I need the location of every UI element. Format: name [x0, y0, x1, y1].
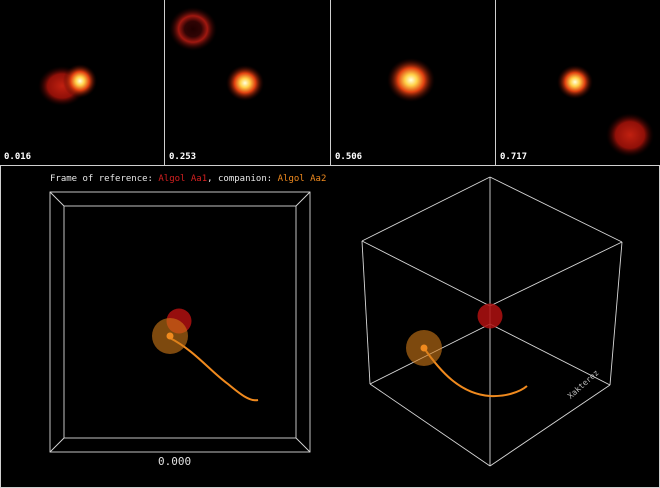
box-edge: [361, 176, 491, 242]
left-orbit-trail: [169, 337, 259, 402]
right-companion-core: [420, 344, 428, 352]
image-frame-3-canvas: [387, 58, 435, 102]
orbit-views: [49, 176, 623, 467]
companion-blob: [169, 7, 217, 51]
reference-caption: Frame of reference: Algol Aa1, companion…: [50, 174, 326, 184]
primary-blob: [63, 64, 97, 98]
box-edge: [295, 191, 311, 207]
time-readout: 0.000: [158, 455, 192, 468]
box-edge: [295, 437, 311, 453]
box-edge: [49, 437, 65, 453]
box-edge: [489, 176, 623, 243]
left-view-box: [49, 191, 311, 453]
caption-secondary-name: Algol Aa2: [277, 174, 327, 184]
phase-label: 0.016: [4, 152, 32, 162]
caption-prefix: Frame of reference:: [50, 174, 159, 184]
box-edge: [361, 240, 491, 307]
image-frame-4: 0.717: [496, 0, 660, 164]
box-inner-square: [63, 205, 297, 439]
right-primary-star: [477, 303, 503, 329]
caption-primary-name: Algol Aa1: [158, 174, 208, 184]
box-edge: [369, 383, 491, 467]
image-frame-1-canvas: [38, 64, 97, 106]
box-edge: [489, 323, 611, 386]
image-frame-2: 0.253: [165, 0, 328, 164]
box-edge: [49, 191, 65, 207]
right-view-box: [361, 176, 623, 467]
image-frame-4-canvas: [557, 65, 654, 157]
frame-divider: [495, 0, 496, 165]
caption-middle: , companion:: [207, 174, 278, 184]
primary-blob: [387, 58, 435, 102]
box-edge: [489, 241, 623, 307]
primary-blob: [226, 65, 264, 101]
right-orbit-trail: [423, 347, 528, 398]
section-divider: [0, 165, 660, 166]
box-outer-square: [49, 191, 311, 453]
image-frame-3: 0.506: [331, 0, 494, 164]
box-edge: [489, 384, 611, 467]
primary-blob: [557, 65, 593, 99]
phase-label: 0.506: [335, 152, 363, 162]
image-frame-1: 0.016: [0, 0, 163, 164]
companion-blob: [606, 113, 654, 157]
left-companion-core: [166, 332, 174, 340]
phase-label: 0.717: [500, 152, 528, 162]
box-edge: [609, 241, 623, 386]
box-edge: [361, 240, 371, 385]
frame-divider: [164, 0, 165, 165]
panel-border-left: [0, 165, 1, 488]
image-frame-2-canvas: [169, 7, 264, 101]
phase-label: 0.253: [169, 152, 197, 162]
frame-divider: [330, 0, 331, 165]
